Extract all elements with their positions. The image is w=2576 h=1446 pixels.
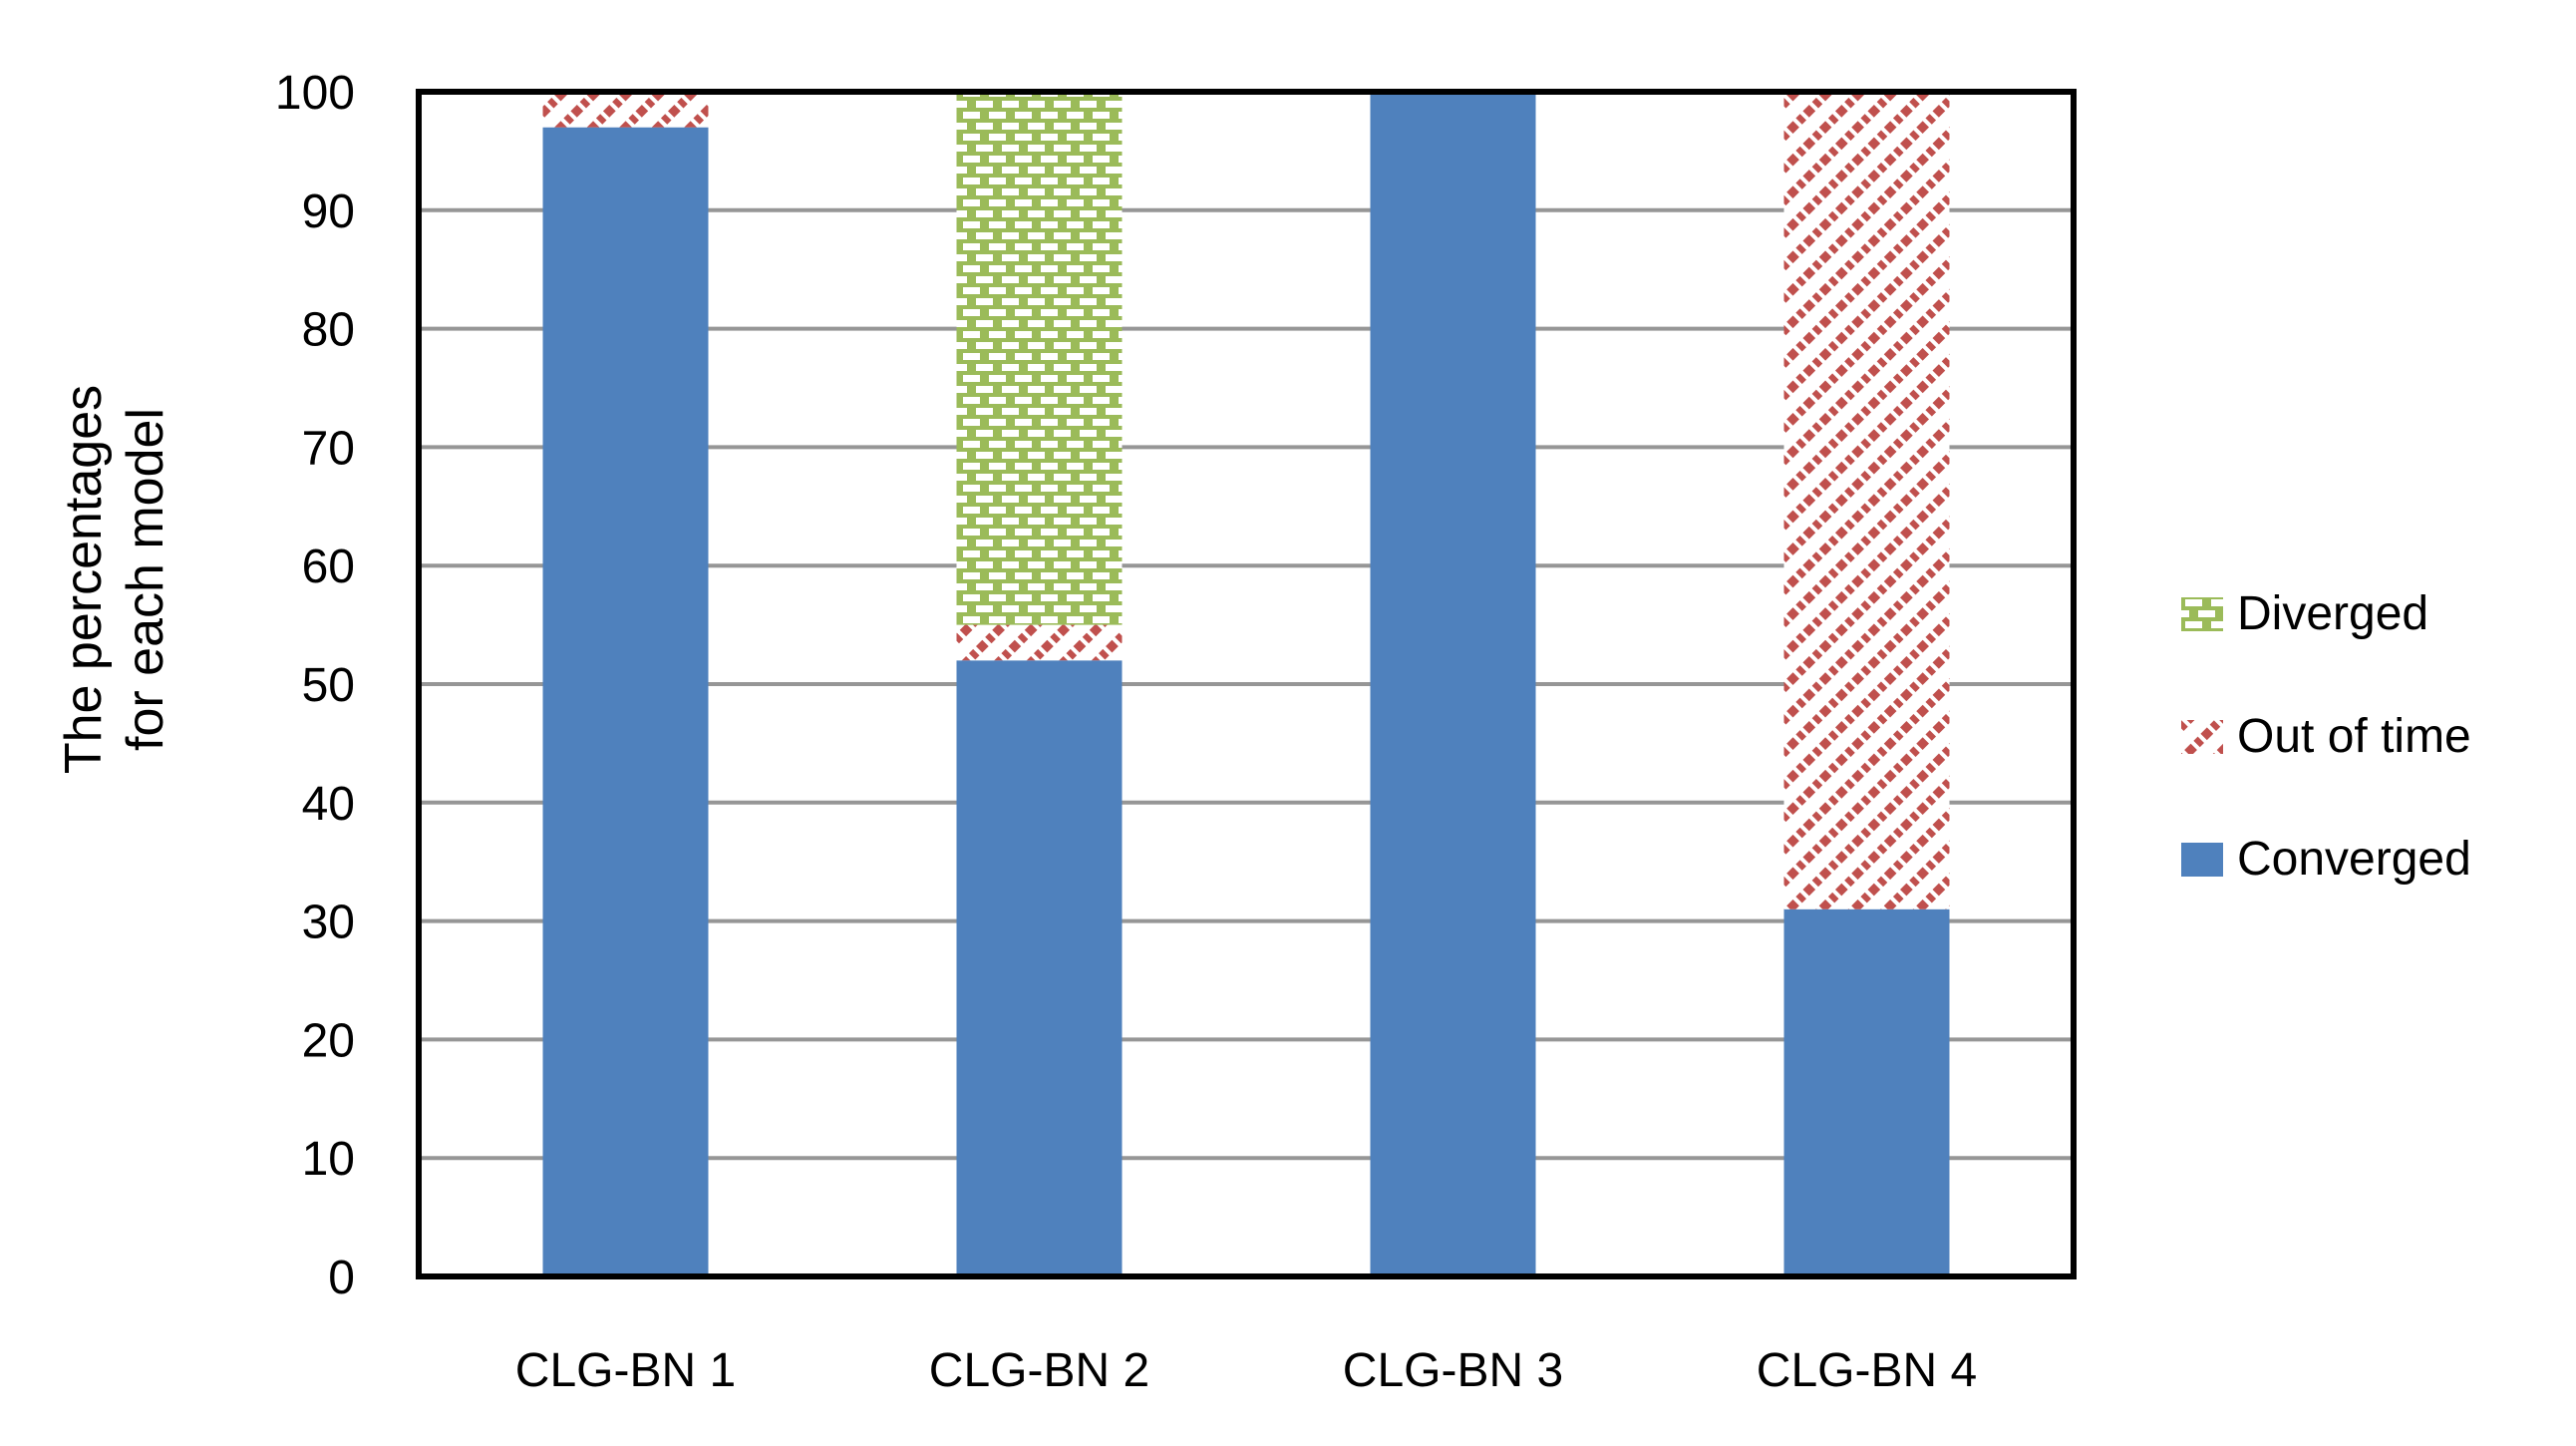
x-axis-category-label: CLG-BN 2 xyxy=(929,1344,1149,1397)
y-axis-tick-label: 80 xyxy=(302,304,355,357)
bar-segment-diverged xyxy=(956,92,1123,625)
bar-segment-converged xyxy=(1370,92,1536,1276)
y-axis-tick-label: 40 xyxy=(302,778,355,831)
legend-item-converged: Converged xyxy=(2181,833,2576,886)
bar-segment-converged xyxy=(1783,908,1950,1276)
y-axis-title-line1: The percentages xyxy=(55,384,113,775)
y-axis-tick-label: 90 xyxy=(302,185,355,238)
legend: Diverged Out of time Converged xyxy=(2181,587,2576,965)
legend-label-out-of-time: Out of time xyxy=(2237,710,2471,763)
bar-segment-converged xyxy=(956,660,1123,1276)
y-axis-tick-label: 60 xyxy=(302,541,355,593)
y-axis-tick-label: 30 xyxy=(302,897,355,949)
diverged-swatch-icon xyxy=(2181,597,2223,631)
x-axis-category-label: CLG-BN 4 xyxy=(1757,1344,1977,1397)
y-axis-tick-label: 10 xyxy=(302,1133,355,1186)
bar-segment-out-of-time xyxy=(1783,92,1950,909)
y-axis-title: The percentages for each model xyxy=(50,131,179,1028)
y-axis-tick-label: 0 xyxy=(328,1252,355,1304)
converged-swatch-icon xyxy=(2181,843,2223,877)
y-axis-tick-label: 20 xyxy=(302,1014,355,1067)
bar-segment-out-of-time xyxy=(956,624,1123,661)
y-axis-tick-label: 70 xyxy=(302,422,355,475)
y-axis-tick-label: 100 xyxy=(275,67,355,120)
plot-border xyxy=(416,89,2077,1279)
y-axis-title-line2: for each model xyxy=(117,408,174,751)
legend-label-converged: Converged xyxy=(2237,833,2471,886)
bar-segment-converged xyxy=(542,127,709,1276)
legend-item-diverged: Diverged xyxy=(2181,587,2576,640)
out-of-time-swatch-icon xyxy=(2181,720,2223,754)
x-axis-category-label: CLG-BN 3 xyxy=(1343,1344,1563,1397)
bar-segment-out-of-time xyxy=(542,92,709,128)
x-axis-category-label: CLG-BN 1 xyxy=(515,1344,736,1397)
y-axis-tick-label: 50 xyxy=(302,659,355,712)
legend-label-diverged: Diverged xyxy=(2237,587,2429,640)
legend-item-out-of-time: Out of time xyxy=(2181,710,2576,763)
